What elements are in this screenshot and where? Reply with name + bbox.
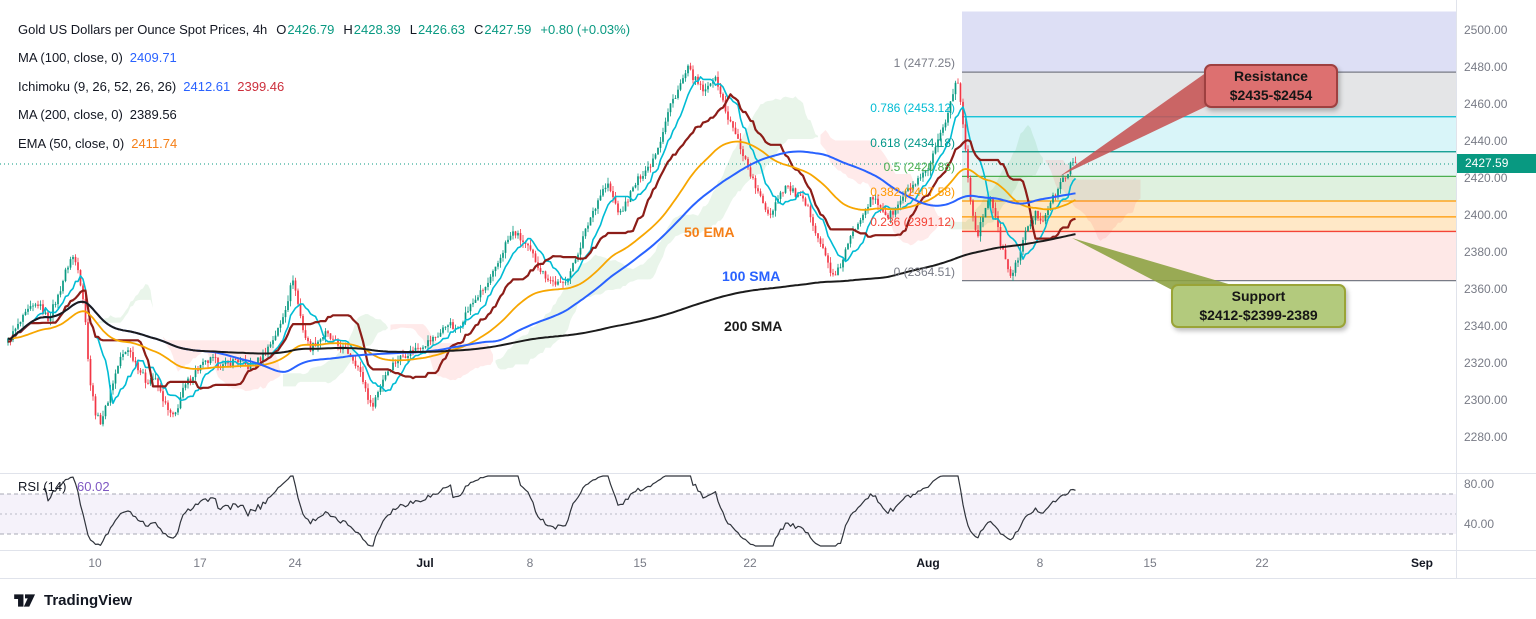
time-tick: Sep [1410,556,1434,570]
indicator-label: MA (200, close, 0) [18,107,123,123]
fib-level-label: 0.382 (2407.58) [870,184,955,199]
indicator-value: 2399.46 [237,78,285,94]
price-tick: 2420.00 [1464,171,1508,185]
resistance-range: $2435-$2454 [1229,87,1313,103]
tradingview-logo-text: TradingView [44,591,133,609]
price-tick: 2360.00 [1464,282,1508,296]
time-tick: Jul [416,556,434,570]
time-tick: 10 [88,556,102,570]
current-price-tag: 2427.59 [1457,154,1536,174]
indicator-legend-row[interactable]: EMA (50, close, 0) 2411.74 [18,129,630,158]
price-tick: 2400.00 [1464,208,1508,222]
resistance-title: Resistance [1234,68,1308,84]
indicator-legend-list: MA (100, close, 0) 2409.71 Ichimoku (9, 26… [18,44,630,158]
support-range: $2412-$2399-2389 [1199,307,1318,323]
price-tick: 2280.00 [1464,430,1508,444]
indicator-label: MA (100, close, 0) [18,50,123,66]
rsi-tick: 40.00 [1464,517,1495,531]
fib-level-label: 0.618 (2434.18) [870,135,955,150]
fib-level-label: 0.236 (2391.12) [870,215,955,230]
indicator-value: 2411.74 [131,135,178,151]
time-tick: 8 [1036,556,1044,570]
tradingview-branding[interactable]: TradingView [14,588,132,612]
ma-curve-label: 200 SMA [724,318,783,334]
support-title: Support [1231,288,1286,304]
time-tick: 22 [743,556,757,570]
price-tick: 2320.00 [1464,356,1508,370]
price-tick: 2460.00 [1464,97,1508,111]
indicator-legend-row[interactable]: MA (200, close, 0) 2389.56 [18,101,630,130]
fib-level-label: 0.786 (2453.12) [870,100,955,115]
chart-legend: Gold US Dollars per Ounce Spot Prices, 4… [18,15,630,158]
ohlc-low: L2426.63 [409,21,466,37]
indicator-legend-row[interactable]: Ichimoku (9, 26, 52, 26, 26) 2412.61 2399.… [18,72,630,101]
support-callout[interactable]: Support $2412-$2399-2389 [1171,284,1346,328]
time-tick: 24 [288,556,302,570]
price-tick: 2300.00 [1464,393,1508,407]
time-tick: Aug [916,556,940,570]
time-tick: 15 [633,556,647,570]
indicator-value: 2412.61 [183,78,231,94]
tradingview-logo-icon [14,593,36,607]
time-tick: 15 [1143,556,1157,570]
ohlc-close: C2427.59 [474,21,532,37]
time-tick: 17 [193,556,207,570]
rsi-tick: 80.00 [1464,477,1495,491]
resistance-callout[interactable]: Resistance $2435-$2454 [1204,64,1338,108]
price-tick: 2380.00 [1464,245,1508,259]
price-tick: 2500.00 [1464,23,1508,37]
rsi-value: 60.02 [77,479,110,494]
ohlc-high: H2428.39 [343,21,401,37]
price-tick: 2440.00 [1464,134,1508,148]
ohlc-open: O2426.79 [276,21,335,37]
time-tick: 22 [1255,556,1269,570]
indicator-value: 2389.56 [129,107,177,123]
price-tick: 2340.00 [1464,319,1508,333]
symbol-legend-row[interactable]: Gold US Dollars per Ounce Spot Prices, 4… [18,15,630,44]
indicator-label: EMA (50, close, 0) [18,135,125,151]
ma-curve-label: 100 SMA [722,268,781,284]
time-tick: 8 [526,556,534,570]
fib-level-label: 0 (2364.51) [893,264,955,279]
indicator-legend-row[interactable]: MA (100, close, 0) 2409.71 [18,44,630,73]
indicator-value: 2409.71 [129,50,177,66]
symbol-title: Gold US Dollars per Ounce Spot Prices, 4… [18,21,268,37]
rsi-label: RSI (14) [18,479,67,494]
rsi-legend-row[interactable]: RSI (14) 60.02 [18,479,110,494]
fib-level-label: 0.5 (2420.88) [883,160,955,175]
price-change: +0.80 (+0.03%) [540,21,631,37]
price-tick: 2480.00 [1464,60,1508,74]
indicator-label: Ichimoku (9, 26, 52, 26, 26) [18,78,177,94]
ma-curve-label: 50 EMA [684,224,735,240]
fib-level-label: 1 (2477.25) [893,56,955,71]
